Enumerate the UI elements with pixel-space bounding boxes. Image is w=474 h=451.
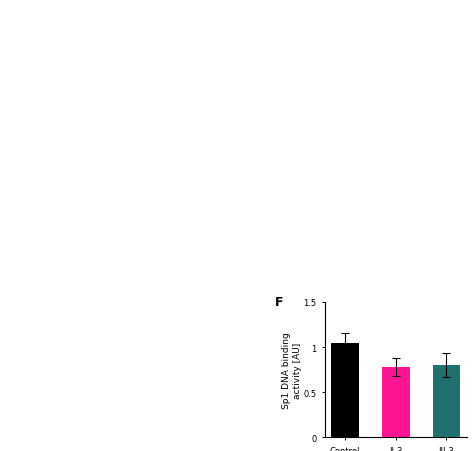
Bar — [433, 365, 460, 437]
Y-axis label: Sp1 DNA binding
activity [AU]: Sp1 DNA binding activity [AU] — [283, 331, 302, 408]
Text: F: F — [275, 295, 283, 308]
Bar — [331, 344, 359, 437]
Bar — [382, 367, 410, 437]
